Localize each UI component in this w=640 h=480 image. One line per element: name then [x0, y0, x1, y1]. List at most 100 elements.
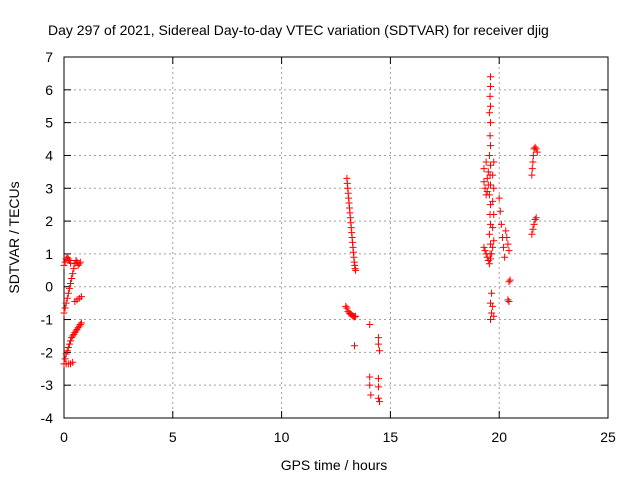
- data-point-marker: [77, 319, 85, 327]
- data-point-marker: [483, 188, 491, 196]
- data-point-marker: [529, 225, 537, 233]
- y-tick-label: 4: [45, 147, 53, 163]
- x-tick-label: 10: [274, 429, 290, 445]
- data-point-marker: [484, 168, 492, 176]
- data-point-marker: [69, 270, 77, 278]
- data-point-marker: [531, 215, 539, 223]
- data-point-marker: [486, 92, 494, 100]
- y-tick-label: -1: [41, 312, 54, 328]
- data-point-marker: [504, 296, 512, 304]
- data-point-marker: [352, 312, 360, 320]
- data-point-marker: [75, 260, 83, 268]
- data-point-marker: [482, 158, 490, 166]
- data-point-marker: [350, 313, 358, 321]
- data-point-marker: [61, 258, 69, 266]
- y-axis-label: SDTVAR / TECUs: [6, 181, 22, 293]
- y-tick-label: 5: [45, 115, 53, 131]
- data-points: [60, 73, 541, 406]
- data-point-marker: [501, 253, 509, 261]
- data-point-marker: [63, 347, 71, 355]
- y-tick-label: 2: [45, 213, 53, 229]
- data-point-marker: [496, 207, 504, 215]
- data-point-marker: [489, 224, 497, 232]
- data-point-marker: [483, 174, 491, 182]
- x-tick-label: 15: [383, 429, 399, 445]
- data-point-marker: [67, 279, 75, 287]
- grid-layer: [64, 57, 608, 418]
- data-point-marker: [64, 343, 72, 351]
- y-tick-label: -3: [41, 377, 54, 393]
- y-tick-label: 1: [45, 246, 53, 262]
- data-point-marker: [374, 340, 382, 348]
- data-point-marker: [342, 302, 350, 310]
- data-point-marker: [485, 260, 493, 268]
- data-point-marker: [374, 375, 382, 383]
- data-point-marker: [68, 275, 76, 283]
- data-point-marker: [503, 234, 511, 241]
- data-point-marker: [374, 334, 382, 342]
- data-point-marker: [485, 151, 493, 159]
- data-point-marker: [486, 132, 494, 140]
- data-point-marker: [489, 171, 497, 179]
- data-point-marker: [67, 259, 75, 267]
- y-tick-label: -4: [41, 410, 54, 426]
- plot-frame: [63, 56, 609, 419]
- data-point-marker: [504, 240, 512, 248]
- tick-layer: -4 -3 -2 -1 0 1 2 3 4 5 6 7 0 5 10 15 20 25: [41, 49, 616, 445]
- data-point-marker: [64, 289, 72, 297]
- data-point-marker: [60, 309, 68, 317]
- data-point-marker: [528, 230, 536, 238]
- data-point-marker: [376, 398, 384, 406]
- data-point-marker: [490, 184, 498, 192]
- data-point-marker: [65, 284, 73, 292]
- data-point-marker: [67, 337, 75, 345]
- y-tick-label: 6: [45, 82, 53, 98]
- data-point-marker: [63, 294, 71, 302]
- data-point-marker: [366, 381, 374, 389]
- data-point-marker: [61, 355, 69, 363]
- data-point-marker: [486, 119, 494, 127]
- x-tick-label: 20: [491, 429, 507, 445]
- data-point-marker: [532, 145, 540, 153]
- data-point-marker: [482, 191, 490, 199]
- chart-title: Day 297 of 2021, Sidereal Day-to-day VTE…: [48, 22, 549, 38]
- data-point-marker: [485, 109, 493, 117]
- data-point-marker: [532, 214, 540, 222]
- data-point-marker: [483, 253, 491, 261]
- data-point-marker: [62, 299, 70, 307]
- data-point-marker: [480, 243, 488, 251]
- data-point-marker: [486, 142, 494, 150]
- data-point-marker: [366, 373, 374, 381]
- data-point-marker: [480, 165, 488, 173]
- x-tick-label: 5: [169, 429, 177, 445]
- data-point-marker: [480, 178, 488, 186]
- data-point-marker: [486, 73, 494, 81]
- data-point-marker: [490, 237, 498, 245]
- data-point-marker: [486, 161, 494, 169]
- data-point-marker: [70, 265, 78, 273]
- data-point-marker: [490, 312, 498, 320]
- data-point-marker: [531, 143, 539, 151]
- data-point-marker: [486, 316, 494, 324]
- data-point-marker: [485, 230, 493, 238]
- data-point-marker: [376, 347, 384, 355]
- data-point-marker: [497, 220, 505, 228]
- data-point-marker: [533, 148, 541, 156]
- x-tick-label: 0: [60, 429, 68, 445]
- data-point-marker: [366, 320, 374, 328]
- data-point-marker: [529, 151, 537, 159]
- data-point-marker: [352, 266, 360, 274]
- data-point-marker: [62, 350, 70, 358]
- data-point-marker: [529, 158, 537, 166]
- data-point-marker: [488, 250, 496, 258]
- data-point-marker: [530, 220, 538, 228]
- data-point-marker: [528, 165, 536, 173]
- data-point-marker: [65, 340, 73, 348]
- x-tick-label: 25: [600, 429, 616, 445]
- data-point-marker: [374, 394, 382, 402]
- data-point-marker: [64, 255, 72, 263]
- data-point-marker: [506, 276, 514, 284]
- data-point-marker: [489, 197, 497, 205]
- data-point-marker: [76, 320, 84, 328]
